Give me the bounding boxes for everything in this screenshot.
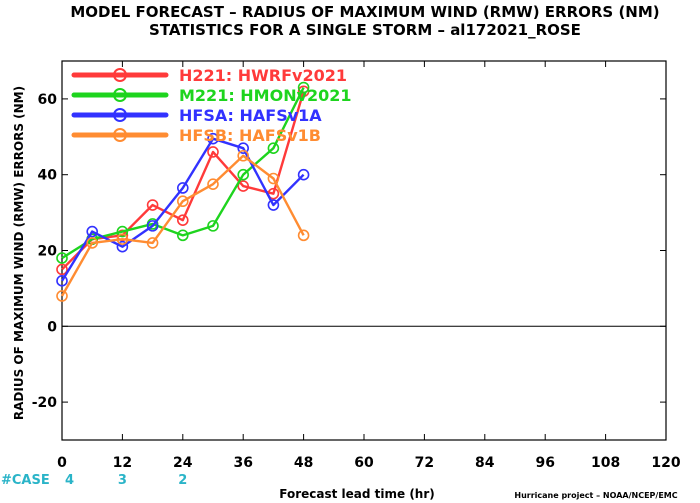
data-point-hfsa: [177, 182, 189, 194]
legend-entry-h221: H221: HWRFv2021: [71, 66, 347, 85]
data-point-m221: [116, 225, 129, 238]
series-hfsb: [56, 149, 310, 302]
chart-title-line-2: STATISTICS FOR A SINGLE STORM – al172021…: [149, 21, 581, 39]
data-point-hfsb: [207, 178, 219, 190]
data-point-hfsa: [86, 225, 98, 238]
x-tick-label: 0: [57, 455, 67, 471]
data-point-m221: [207, 220, 219, 232]
case-count: 3: [118, 473, 127, 488]
data-point-h221: [146, 199, 159, 211]
y-tick-label: 40: [38, 168, 58, 184]
x-tick-label: 60: [354, 455, 374, 471]
data-point-m221: [237, 168, 249, 181]
legend-label: HFSB: HAFSv1B: [179, 126, 321, 145]
y-axis-label: RADIUS OF MAXIMUM WIND (RMW) ERRORS (NM): [12, 86, 26, 420]
x-tick-label: 24: [173, 455, 193, 471]
y-tick-label: 0: [47, 319, 57, 335]
data-point-m221: [177, 229, 189, 242]
data-point-h221: [207, 146, 219, 158]
data-point-hfsb: [177, 195, 189, 208]
x-tick-label: 12: [113, 455, 132, 471]
data-point-hfsa: [116, 240, 129, 253]
data-point-h221: [237, 180, 249, 192]
data-point-hfsb: [297, 229, 310, 242]
x-tick-label: 108: [591, 455, 620, 471]
series-line-hfsa: [60, 137, 305, 282]
x-tick-label: 72: [415, 455, 434, 471]
legend-marker: [113, 88, 127, 102]
legend-label: M221: HMONv2021: [179, 86, 352, 105]
series-hfsa: [56, 132, 310, 287]
y-tick-label: 60: [38, 92, 58, 108]
data-point-hfsb: [86, 237, 98, 249]
legend-label: H221: HWRFv2021: [179, 66, 347, 85]
legend-marker: [113, 128, 127, 142]
data-point-hfsb: [56, 290, 68, 302]
x-axis-label: Forecast lead time (hr): [279, 487, 435, 501]
x-tick-label: 84: [475, 455, 495, 471]
data-point-hfsa: [146, 220, 159, 232]
legend-marker: [113, 108, 127, 122]
data-point-hfsa: [207, 132, 219, 145]
y-tick-label: -20: [32, 395, 58, 411]
data-point-h221: [177, 214, 189, 226]
y-tick-label: 20: [38, 244, 58, 260]
data-point-hfsa: [56, 275, 68, 287]
data-point-hfsa: [267, 199, 280, 211]
data-point-m221: [297, 81, 310, 94]
series-line-hfsb: [60, 154, 305, 297]
credit-text: Hurricane project – NOAA/NCEP/EMC: [514, 491, 677, 500]
x-tick-label: 36: [233, 455, 252, 471]
data-point-hfsb: [116, 233, 129, 245]
case-count: 2: [178, 473, 187, 488]
legend-label: HFSA: HAFSv1A: [179, 106, 322, 125]
data-point-hfsa: [237, 142, 249, 154]
legend-entry-hfsb: HFSB: HAFSv1B: [71, 126, 321, 145]
case-count: 4: [65, 473, 74, 488]
legend-marker: [113, 68, 127, 82]
data-point-hfsa: [297, 168, 310, 181]
legend-entry-m221: M221: HMONv2021: [71, 86, 352, 105]
x-tick-label: 96: [535, 455, 554, 471]
chart-title-line-1: MODEL FORECAST – RADIUS OF MAXIMUM WIND …: [70, 3, 659, 21]
data-point-h221: [56, 263, 68, 276]
data-point-h221: [297, 85, 310, 98]
legend-entry-hfsa: HFSA: HAFSv1A: [71, 106, 322, 125]
data-point-m221: [267, 142, 280, 154]
x-tick-label: 48: [294, 455, 313, 471]
case-label: #CASE: [1, 473, 50, 488]
data-point-hfsb: [267, 172, 280, 185]
data-point-hfsb: [146, 237, 159, 249]
data-point-m221: [56, 252, 68, 264]
data-point-hfsb: [237, 149, 249, 162]
x-tick-label: 120: [651, 455, 680, 471]
plot-frame: [61, 60, 667, 441]
